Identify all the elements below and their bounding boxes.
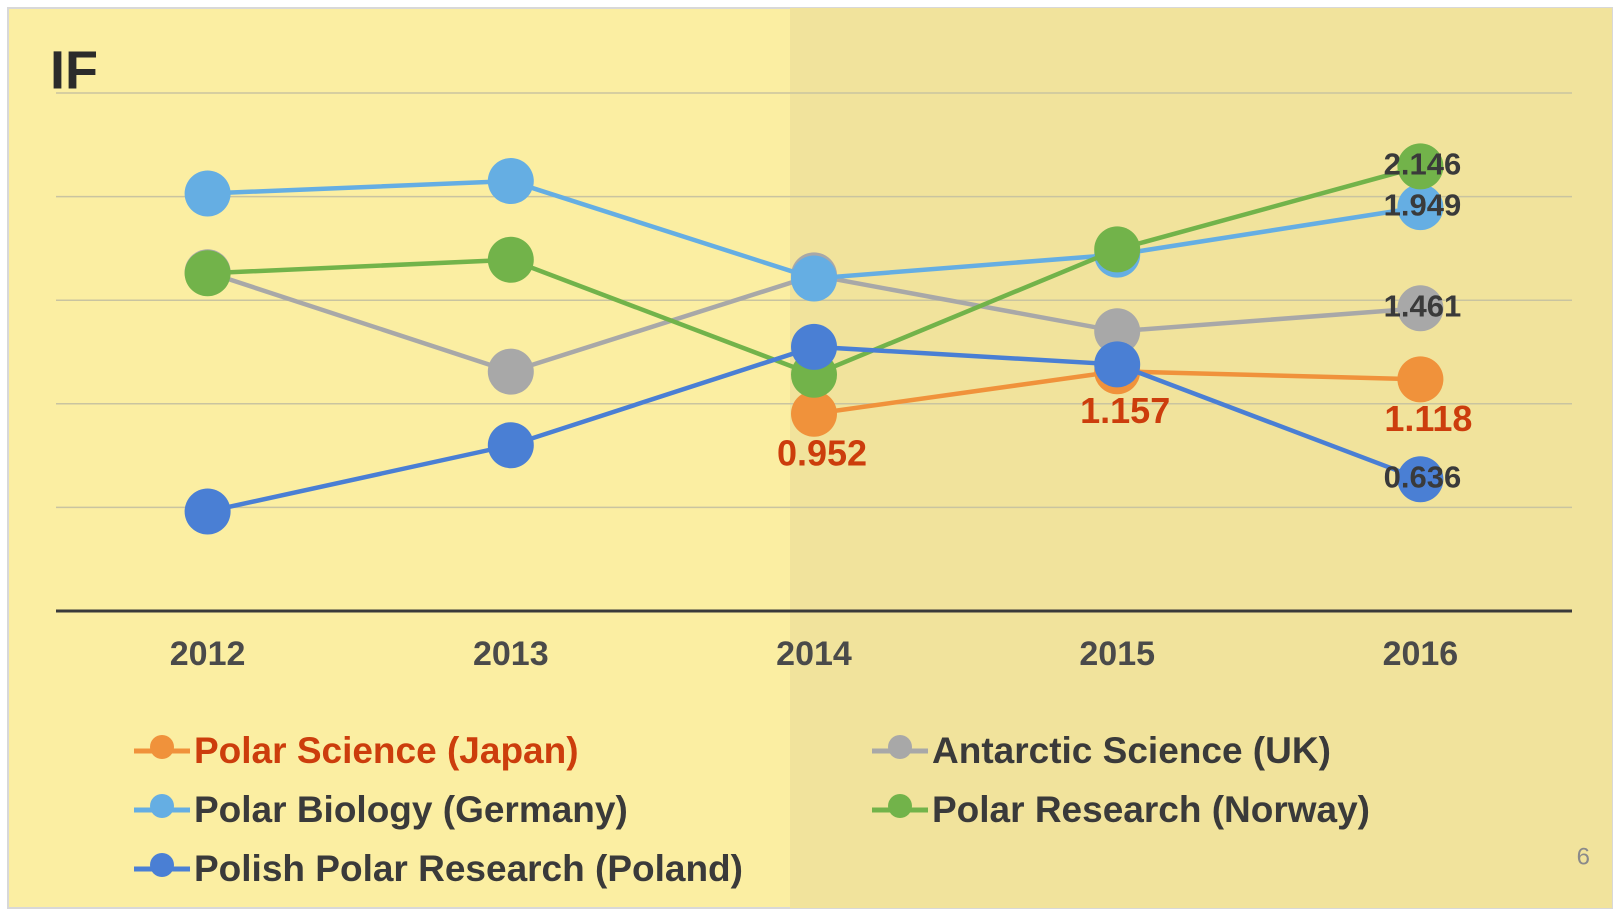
legend-marker [888, 735, 912, 759]
x-tick-label: 2015 [1079, 635, 1155, 673]
page: IF 6 2012 2013 2014 2015 2016 0.952 1.157 1.118… [0, 0, 1620, 910]
data-point [488, 349, 534, 395]
data-label: 0.952 [777, 432, 867, 473]
data-point [185, 170, 231, 216]
data-point [791, 324, 837, 370]
data-point [185, 489, 231, 535]
legend-label: Polish Polar Research (Poland) [194, 848, 743, 889]
data-point [1094, 341, 1140, 387]
data-point [1094, 226, 1140, 272]
legend-label: Polar Research (Norway) [932, 789, 1370, 830]
data-point [488, 422, 534, 468]
x-tick-label: 2013 [473, 635, 549, 673]
data-label: 1.157 [1080, 390, 1170, 431]
legend-marker [150, 735, 174, 759]
chart-title: IF [50, 40, 98, 100]
legend-marker [150, 794, 174, 818]
legend-marker [150, 853, 174, 877]
legend-marker [888, 794, 912, 818]
data-label: 1.461 [1384, 288, 1462, 323]
x-tick-label: 2014 [776, 635, 852, 673]
data-point [185, 250, 231, 296]
data-point [488, 237, 534, 283]
legend-label: Polar Biology (Germany) [194, 789, 628, 830]
legend-label: Antarctic Science (UK) [932, 730, 1331, 771]
x-tick-label: 2012 [170, 635, 246, 673]
page-number: 6 [1577, 843, 1590, 870]
data-label: 1.118 [1384, 398, 1472, 439]
data-point [1397, 356, 1443, 402]
slide-photo-tint [790, 8, 1612, 908]
data-point [791, 255, 837, 301]
data-label: 0.636 [1384, 459, 1462, 494]
chart: IF 6 2012 2013 2014 2015 2016 0.952 1.157 1.118… [0, 0, 1620, 910]
data-label: 1.949 [1384, 187, 1462, 222]
data-label: 2.146 [1384, 147, 1462, 182]
legend-label: Polar Science (Japan) [194, 730, 579, 771]
x-tick-label: 2016 [1383, 635, 1459, 673]
data-point [488, 158, 534, 204]
